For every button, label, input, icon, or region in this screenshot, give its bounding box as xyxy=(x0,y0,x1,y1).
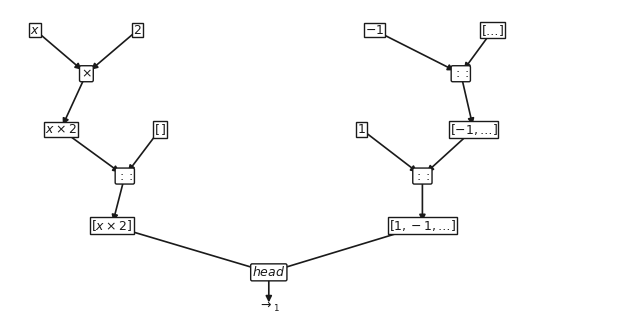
Text: $::$: $::$ xyxy=(452,67,469,80)
Text: $x \times 2$: $x \times 2$ xyxy=(45,123,77,136)
Text: $\rightarrow_1$: $\rightarrow_1$ xyxy=(258,300,280,314)
Text: $[1,-1,\ldots]$: $[1,-1,\ldots]$ xyxy=(388,218,456,233)
Text: $[-1,\ldots]$: $[-1,\ldots]$ xyxy=(449,122,498,137)
Text: $x$: $x$ xyxy=(30,24,40,37)
Text: $::$: $::$ xyxy=(116,170,133,182)
Text: $2$: $2$ xyxy=(133,24,142,37)
Text: $1$: $1$ xyxy=(357,123,366,136)
Text: $\times$: $\times$ xyxy=(81,67,92,80)
Text: $[x \times 2]$: $[x \times 2]$ xyxy=(92,218,132,233)
Text: $[\,]$: $[\,]$ xyxy=(154,122,166,137)
Text: $-1$: $-1$ xyxy=(365,24,384,37)
Text: $\mathit{head}$: $\mathit{head}$ xyxy=(252,265,285,279)
Text: $[\ldots]$: $[\ldots]$ xyxy=(481,23,504,38)
Text: $::$: $::$ xyxy=(414,170,431,182)
